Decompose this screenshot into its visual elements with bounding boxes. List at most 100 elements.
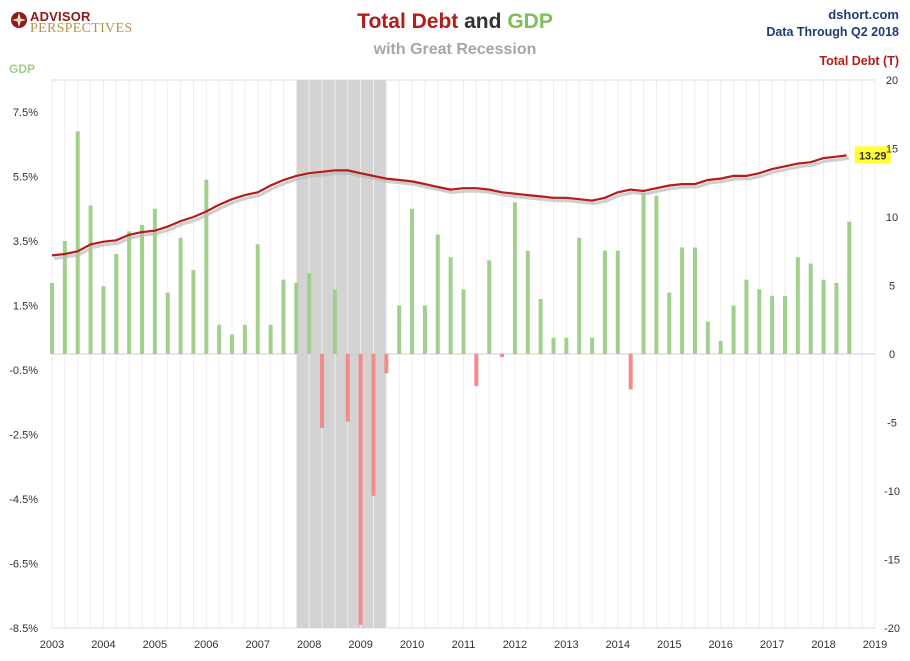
gdp-bar	[178, 237, 183, 354]
y-left-tick-label: -2.5%	[9, 430, 38, 442]
gdp-bar	[127, 231, 132, 354]
gdp-bar	[512, 202, 517, 354]
gdp-bar	[114, 253, 119, 354]
gdp-bar	[808, 263, 813, 354]
chart-title: Total Debt and GDP	[0, 10, 910, 34]
logo-wordmark-top: ADVISOR	[30, 9, 91, 24]
gdp-bar	[371, 353, 376, 496]
x-tick-label: 2019	[863, 639, 887, 651]
gdp-bar	[50, 282, 54, 354]
gdp-bar	[680, 247, 685, 354]
gdp-bar	[75, 131, 80, 354]
x-tick-label: 2008	[297, 639, 321, 651]
gdp-bar	[320, 353, 325, 429]
gdp-bar	[615, 250, 620, 354]
x-tick-label: 2004	[91, 639, 115, 651]
y-right-tick-label: 10	[886, 212, 898, 224]
x-tick-label: 2018	[811, 639, 835, 651]
gdp-bar	[590, 337, 595, 354]
x-tick-label: 2015	[657, 639, 681, 651]
gdp-bar	[795, 257, 800, 354]
compass-logo-icon	[11, 12, 27, 28]
y-left-tick-label: 1.5%	[13, 301, 38, 313]
x-tick-label: 2017	[760, 639, 784, 651]
gdp-bar	[705, 321, 710, 354]
gdp-bar	[397, 305, 402, 354]
x-tick-label: 2007	[246, 639, 270, 651]
y-left-tick-label: 7.5%	[13, 107, 38, 119]
gdp-bar	[538, 299, 543, 354]
gdp-bar	[384, 353, 389, 374]
gdp-bar	[487, 260, 492, 354]
gdp-bar	[152, 208, 157, 354]
gdp-bar	[281, 279, 286, 354]
gdp-bar	[204, 179, 209, 354]
gdp-bar	[667, 292, 672, 354]
x-tick-label: 2005	[143, 639, 167, 651]
gdp-bar	[410, 208, 415, 354]
y-left-tick-label: -8.5%	[9, 623, 38, 635]
y-left-tick-label: 5.5%	[13, 172, 38, 184]
gdp-bar	[358, 353, 363, 625]
gdp-bar	[332, 289, 337, 354]
y-right-tick-label: 0	[889, 349, 895, 361]
y-right-tick-label: 5	[889, 281, 895, 293]
y-right-tick-label: -20	[884, 623, 900, 635]
y-right-tick-label: -5	[887, 418, 897, 430]
gdp-bar	[448, 257, 453, 354]
gdp-bar	[165, 292, 170, 354]
gdp-bar	[744, 279, 749, 354]
x-tick-label: 2010	[400, 639, 424, 651]
gdp-bar	[88, 205, 93, 354]
advisor-perspectives-logo: ADVISOR PERSPECTIVES	[10, 9, 150, 36]
title-gdp: GDP	[507, 10, 553, 33]
y-left-tick-label: -4.5%	[9, 494, 38, 506]
gdp-bar	[500, 353, 505, 358]
y-left-tick-label: 3.5%	[13, 236, 38, 248]
y-axis-left-label: GDP	[9, 62, 36, 76]
gdp-bar	[268, 324, 273, 354]
gdp-bar	[602, 250, 607, 354]
gdp-bar	[641, 192, 646, 354]
gdp-bar	[101, 286, 106, 354]
gdp-bar	[307, 273, 312, 354]
gdp-bar	[834, 282, 839, 354]
gdp-bar	[847, 221, 852, 354]
gdp-bar	[255, 244, 260, 354]
last-value-label: 13.29	[859, 150, 887, 162]
gdp-bar	[782, 295, 787, 354]
y-left-tick-label: -6.5%	[9, 559, 38, 571]
gdp-bar	[731, 305, 736, 354]
gdp-bar	[474, 353, 479, 387]
debt-line	[51, 154, 847, 257]
last-value-label-bg	[854, 146, 891, 164]
gdp-bar	[217, 324, 222, 354]
gdp-bar	[191, 270, 196, 354]
title-debt: Total Debt	[357, 10, 459, 33]
y-right-tick-label: 15	[886, 144, 898, 156]
debt-line-shadow	[53, 156, 849, 260]
y-right-tick-label: -10	[884, 486, 900, 498]
logo-wordmark-bottom: PERSPECTIVES	[30, 21, 133, 36]
x-tick-label: 2006	[194, 639, 218, 651]
gdp-bar	[294, 282, 299, 354]
gdp-bar	[525, 250, 530, 354]
gdp-bar	[770, 295, 775, 354]
y-axis-right-label: Total Debt (T)	[819, 54, 899, 68]
x-tick-label: 2012	[503, 639, 527, 651]
gdp-bar	[422, 305, 427, 354]
x-tick-label: 2009	[348, 639, 372, 651]
gdp-bar	[551, 337, 556, 354]
gdp-bar	[242, 324, 247, 354]
y-left-tick-label: -0.5%	[9, 365, 38, 377]
chart-subtitle: with Great Recession	[373, 41, 537, 58]
x-tick-label: 2016	[708, 639, 732, 651]
source-label: dshort.com	[828, 7, 899, 22]
x-tick-label: 2013	[554, 639, 578, 651]
gdp-bar	[821, 279, 826, 354]
gdp-bar	[718, 340, 723, 354]
gdp-bar	[230, 334, 235, 354]
title-and: and	[464, 10, 502, 33]
gdp-bar	[345, 353, 350, 422]
